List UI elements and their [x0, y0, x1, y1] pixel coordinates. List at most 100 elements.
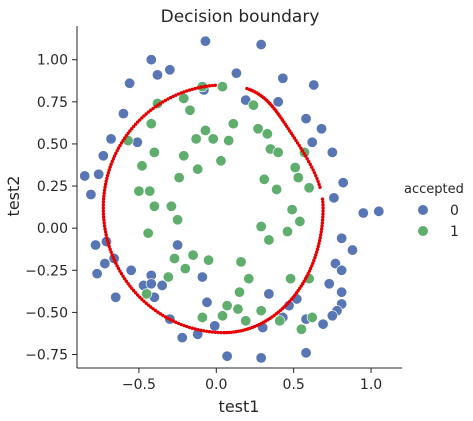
boundary-point — [122, 277, 127, 281]
boundary-point — [101, 197, 106, 201]
point-accepted — [285, 273, 297, 285]
point-accepted — [274, 315, 286, 327]
y-tick-label: −0.25 — [25, 263, 68, 279]
boundary-point — [295, 141, 300, 145]
point-rejected — [176, 332, 188, 344]
point-accepted — [192, 163, 204, 175]
boundary-point — [310, 264, 314, 268]
boundary-point — [224, 330, 229, 335]
boundary-point — [111, 157, 116, 161]
boundary-point — [185, 324, 189, 329]
point-rejected — [316, 123, 328, 135]
boundary-point — [179, 91, 183, 95]
boundary-point — [179, 322, 183, 327]
boundary-point — [321, 200, 325, 204]
point-rejected — [201, 296, 213, 308]
boundary-point — [308, 266, 313, 271]
point-rejected — [79, 170, 91, 182]
boundary-point — [114, 261, 118, 265]
point-accepted — [258, 173, 270, 185]
boundary-point — [319, 230, 323, 234]
boundary-point — [102, 224, 107, 228]
boundary-point — [156, 103, 160, 107]
boundary-point — [210, 330, 215, 334]
boundary-point — [144, 301, 148, 305]
boundary-point — [105, 236, 109, 240]
boundary-point — [207, 84, 212, 88]
boundary-point — [121, 274, 125, 278]
boundary-point — [106, 241, 111, 246]
boundary-point — [102, 221, 106, 225]
point-rejected — [308, 79, 320, 91]
legend-label-1: 1 — [450, 224, 459, 240]
boundary-point — [321, 206, 325, 210]
y-tick-label: −0.75 — [25, 348, 68, 364]
chart-title: Decision boundary — [161, 7, 320, 27]
point-rejected — [323, 278, 335, 290]
x-tick-label: 0.5 — [283, 377, 305, 393]
boundary-point — [128, 129, 132, 133]
boundary-point — [305, 157, 309, 161]
point-rejected — [85, 188, 97, 200]
point-accepted — [133, 185, 145, 197]
point-accepted — [232, 303, 244, 315]
boundary-point — [118, 269, 122, 273]
boundary-point — [146, 303, 151, 307]
point-rejected — [336, 232, 348, 244]
boundary-point — [110, 253, 114, 257]
boundary-point — [187, 325, 192, 330]
boundary-point — [317, 241, 321, 246]
y-tick-label: 0.75 — [37, 95, 68, 111]
point-rejected — [255, 39, 267, 51]
point-accepted — [207, 133, 219, 145]
boundary-point — [321, 209, 325, 213]
boundary-point — [166, 316, 170, 321]
boundary-point — [174, 320, 178, 324]
point-accepted — [172, 214, 184, 226]
point-rejected — [240, 94, 252, 106]
boundary-point — [102, 188, 107, 192]
point-rejected — [230, 67, 242, 79]
boundary-point — [166, 97, 170, 101]
y-ticks: −0.75 −0.50 −0.25 0.00 0.25 0.50 0.75 1.00 — [25, 53, 77, 364]
boundary-point — [144, 112, 148, 116]
point-accepted — [306, 311, 318, 323]
point-rejected — [145, 278, 157, 290]
point-rejected — [172, 239, 184, 251]
boundary-point — [213, 83, 217, 87]
boundary-point — [315, 247, 320, 252]
y-tick-label: 0.25 — [37, 179, 68, 195]
boundary-point — [321, 212, 325, 216]
boundary-point — [311, 168, 315, 172]
boundary-point — [320, 197, 325, 201]
boundary-point — [317, 182, 321, 187]
point-accepted — [235, 256, 247, 268]
point-rejected — [221, 350, 233, 362]
boundary-point — [104, 179, 108, 184]
boundary-point — [176, 92, 181, 96]
boundary-point — [124, 279, 129, 283]
boundary-point — [101, 200, 106, 204]
boundary-point — [103, 182, 108, 187]
boundary-point — [316, 244, 320, 249]
boundary-point — [116, 266, 121, 271]
boundary-point — [161, 313, 165, 318]
boundary-point — [130, 286, 134, 291]
point-rejected — [209, 320, 221, 332]
point-rejected — [328, 192, 340, 204]
boundary-point — [171, 319, 175, 323]
point-rejected — [125, 264, 137, 276]
boundary-point — [133, 291, 138, 295]
boundary-point — [111, 256, 116, 260]
boundary-point — [104, 233, 108, 237]
boundary-point — [190, 87, 195, 91]
boundary-point — [294, 138, 298, 143]
y-tick-label: 0.50 — [37, 137, 68, 153]
boundary-point — [109, 250, 113, 254]
boundary-point — [305, 274, 309, 278]
boundary-point — [133, 122, 138, 126]
boundary-point — [103, 227, 107, 231]
point-accepted — [142, 227, 154, 239]
boundary-point — [149, 108, 153, 112]
boundary-point — [310, 165, 314, 169]
